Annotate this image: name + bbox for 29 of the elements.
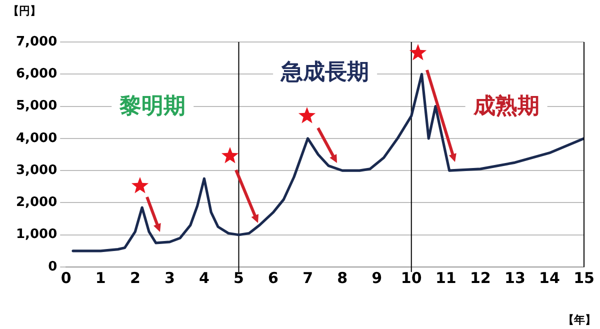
x-tick-label: 10 [400,268,422,287]
y-tick-label: 1,000 [16,227,58,242]
y-tick-label: 2,000 [16,195,58,210]
x-tick-label: 9 [372,268,382,287]
x-tick-label: 6 [268,268,278,287]
x-tick-label: 5 [234,268,244,287]
y-axis-title: 【円】 [8,4,41,18]
x-tick-label: 8 [337,268,348,287]
x-tick-label: 12 [470,268,491,287]
x-tick-label: 14 [539,268,560,287]
x-tick-label: 4 [199,268,210,287]
x-tick-label: 2 [130,268,140,287]
x-tick-label: 3 [164,268,175,287]
annotation: 成熟期 [472,94,540,119]
x-axis-title: 【年】 [563,313,596,326]
x-tick-label: 1 [95,268,106,287]
x-tick-label: 15 [574,268,594,287]
x-tick-label: 11 [435,268,456,287]
y-tick-label: 5,000 [16,98,58,114]
y-tick-label: 4,000 [16,130,58,146]
x-tick-label: 7 [302,268,314,287]
x-tick-label: 13 [504,268,526,287]
y-tick-label: 6,000 [16,66,58,82]
annotation: 急成長期 [280,60,370,86]
annotation: 黎明期 [118,94,186,119]
x-tick-label: 0 [60,268,72,287]
y-tick-label: 7,000 [16,34,58,50]
y-tick-label: 0 [48,259,58,274]
y-tick-label: 3,000 [16,162,58,178]
